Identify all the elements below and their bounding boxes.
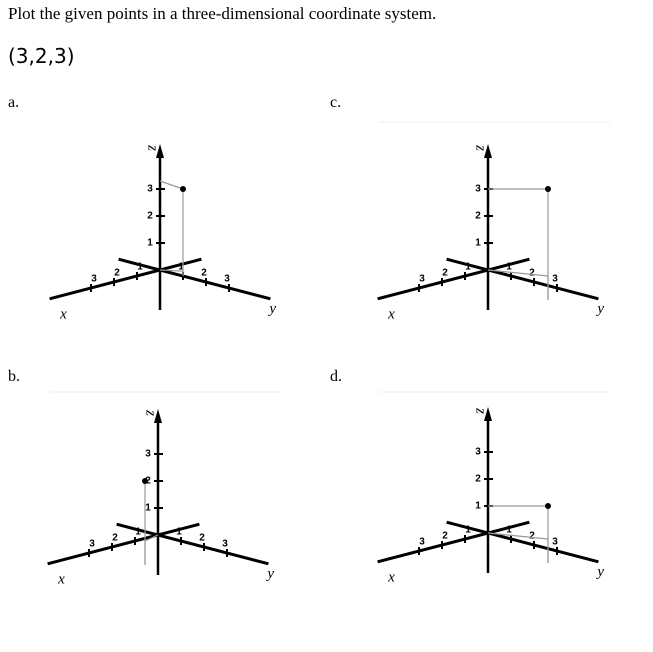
x-tick-label: 2 [442,268,448,279]
z-tick-label: 3 [475,184,481,195]
x-tick-label: 1 [135,527,141,538]
y-axis [118,257,271,301]
coordinate-diagram: 1 1 1 2 2 2 3 3 3 z x y [377,121,610,323]
x-axis [377,520,530,564]
x-axis [47,522,200,566]
option-label: c. [330,94,342,111]
x-tick-label: 3 [419,274,425,285]
plotted-point [545,503,551,509]
y-tick-label: 2 [529,531,535,542]
x-tick-label: 1 [465,525,471,536]
y-axis [446,520,599,564]
question: Plot the given points in a three-dimensi… [8,4,437,23]
x-tick-label: 3 [419,537,425,548]
y-tick-label: 2 [201,268,207,279]
x-tick-label: 2 [442,531,448,542]
arrow [154,409,162,423]
guide-line [159,180,184,190]
y-axis [446,257,599,301]
arrow [484,407,492,421]
arrow [484,144,492,158]
plotted-point [142,478,148,484]
coordinate-diagram: 1 1 1 2 2 2 3 3 3 z x y [49,144,276,323]
x-tick-label: 2 [114,268,120,279]
z-tick-label: 3 [147,184,153,195]
y-tick-label: 1 [176,527,182,538]
guide-line [487,532,549,540]
y-axis-label: y [595,301,604,317]
z-tick-label: 3 [145,449,151,460]
x-tick-label: 3 [91,274,97,285]
z-axis-label: z [145,144,161,151]
x-axis-label: x [387,307,395,323]
z-tick-label: 2 [475,211,481,222]
y-tick-label: 3 [552,537,558,548]
z-tick-label: 3 [475,447,481,458]
z-axis-label: z [473,407,489,414]
z-tick-label: 1 [145,503,151,514]
point: (3,2,3) [8,44,75,68]
option-label: d. [330,368,342,385]
y-axis-label: y [595,564,604,580]
guide-line [159,269,184,272]
z-tick-label: 2 [475,474,481,485]
y-axis-label: y [267,301,276,317]
z-axis-label: z [473,144,489,151]
x-tick-label: 2 [112,533,118,544]
z-axis-label: z [143,409,159,416]
x-tick-label: 1 [465,262,471,273]
y-tick-label: 2 [529,268,535,279]
y-tick-label: 3 [224,274,230,285]
x-axis [377,257,530,301]
option-label: b. [8,368,20,385]
x-tick-label: 3 [89,539,95,550]
z-tick-label: 2 [147,211,153,222]
y-tick-label: 2 [199,533,205,544]
guide-line [487,269,549,277]
coordinate-diagram: 1 1 1 2 2 2 3 3 3 z x y [377,391,610,586]
y-axis-label: y [265,566,274,582]
option-label: a. [8,94,20,111]
x-axis-label: x [59,307,67,323]
y-tick-label: 1 [506,525,512,536]
x-axis-label: x [387,570,395,586]
y-tick-label: 1 [506,262,512,273]
plotted-point [180,186,186,192]
y-tick-label: 3 [552,274,558,285]
z-tick-label: 1 [147,238,153,249]
z-tick-label: 2 [145,476,151,487]
y-tick-label: 3 [222,539,228,550]
plotted-point [545,186,551,192]
x-tick-label: 1 [137,262,143,273]
guide-line [144,534,159,542]
coordinate-diagram: 1 1 1 2 2 2 3 3 3 z x y [47,391,280,588]
x-axis-label: x [57,572,65,588]
z-tick-label: 1 [475,501,481,512]
x-axis [49,257,202,301]
z-tick-label: 1 [475,238,481,249]
arrow [156,144,164,158]
y-tick-label: 1 [178,262,184,273]
y-axis [116,522,269,566]
